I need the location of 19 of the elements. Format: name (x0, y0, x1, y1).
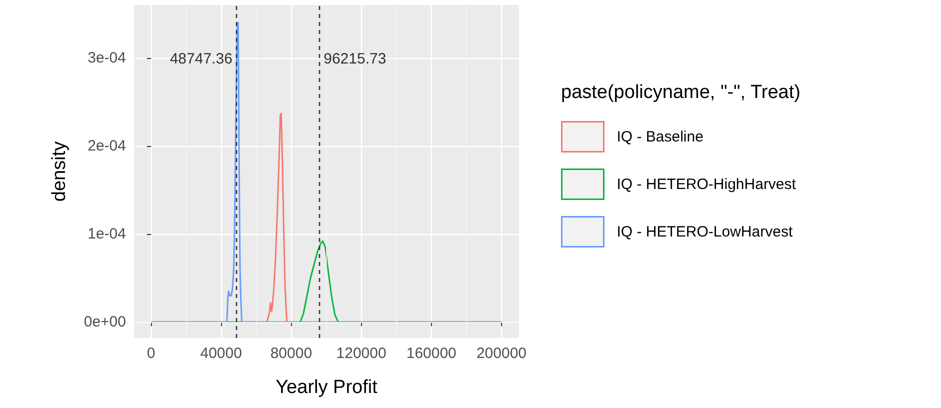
y-axis-title: density (49, 140, 70, 202)
x-tick-label: 80000 (270, 345, 312, 362)
x-tick-label: 0 (146, 345, 156, 362)
ref-line-label: 96215.73 (324, 50, 386, 68)
y-tick-label: 0e+00 (84, 314, 126, 331)
x-axis-title: Yearly Profit (276, 377, 378, 398)
x-tick-label: 160000 (406, 345, 456, 362)
y-tick-label: 1e-04 (88, 226, 126, 243)
x-tick-label: 40000 (200, 345, 242, 362)
ref-line-label: 48747.36 (170, 50, 232, 68)
legend-title: paste(policyname, "-", Treat) (561, 82, 800, 103)
x-tick-label: 200000 (476, 345, 527, 362)
line-series (150, 22, 502, 323)
legend-label: IQ - Baseline (616, 128, 704, 146)
y-tick-label: 3e-04 (88, 49, 126, 66)
x-tick-label: 120000 (336, 345, 386, 362)
legend-label: IQ - HETERO-LowHarvest (616, 223, 794, 240)
legend-label: IQ - HETERO-HighHarvest (616, 176, 797, 193)
y-tick-label: 2e-04 (88, 137, 126, 154)
